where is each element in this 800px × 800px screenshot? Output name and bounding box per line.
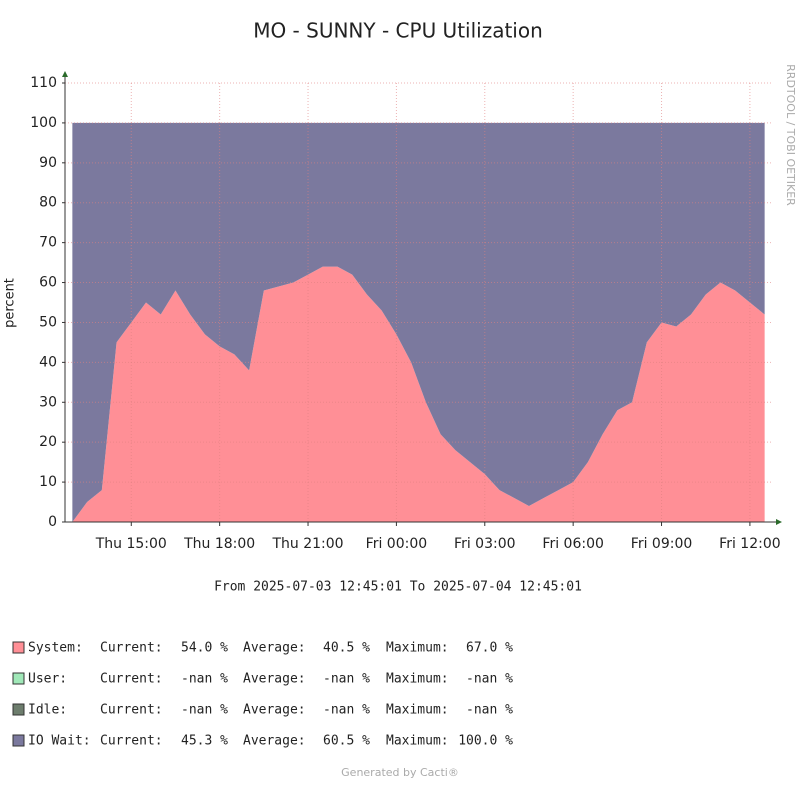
stat-value: 67.0 % [466,641,513,656]
legend-swatch [12,672,25,685]
stat-value: -nan % [181,672,228,687]
chart-title: MO - SUNNY - CPU Utilization [253,19,543,43]
x-tick-label: Thu 18:00 [183,536,255,552]
y-tick-label: 50 [39,314,57,330]
y-tick-label: 100 [30,115,57,131]
stat-label: Current: [100,641,163,656]
side-text: RRDTOOL / TOBI OETIKER [784,64,797,206]
stat-label: Average: [243,703,306,718]
y-tick-label: 30 [39,394,57,410]
stat-label: Maximum: [386,641,449,656]
stat-value: 45.3 % [181,734,228,749]
legend-label: Idle: [28,703,67,718]
stat-value: -nan % [181,703,228,718]
stat-value: 54.0 % [181,641,228,656]
legend-label: System: [28,641,83,656]
stat-label: Maximum: [386,672,449,687]
stat-label: Average: [243,734,306,749]
axis-arrow [776,519,782,525]
stat-label: Maximum: [386,734,449,749]
x-tick-label: Thu 21:00 [271,536,343,552]
legend-swatch [12,641,25,654]
legend-swatch [12,734,25,747]
x-tick-label: Thu 15:00 [95,536,167,552]
x-tick-label: Fri 09:00 [631,536,692,552]
y-tick-label: 90 [39,155,57,171]
stat-label: Maximum: [386,703,449,718]
stat-label: Average: [243,641,306,656]
stat-value: -nan % [466,703,513,718]
y-tick-label: 60 [39,275,57,291]
stat-value: -nan % [323,703,370,718]
legend-label: User: [28,672,67,687]
y-tick-label: 110 [30,75,57,91]
legend-swatch [12,703,25,716]
y-tick-label: 10 [39,474,57,490]
stat-value: 40.5 % [323,641,370,656]
stat-value: -nan % [323,672,370,687]
x-tick-label: Fri 03:00 [454,536,515,552]
stat-value: 60.5 % [323,734,370,749]
stat-label: Current: [100,734,163,749]
stat-label: Current: [100,672,163,687]
area [72,122,765,522]
stat-label: Current: [100,703,163,718]
x-tick-label: Fri 12:00 [719,536,780,552]
range-text: From 2025-07-03 12:45:01 To 2025-07-04 1… [214,580,582,595]
legend-label: IO Wait: [28,734,91,749]
y-tick-label: 0 [48,514,57,530]
stat-label: Average: [243,672,306,687]
axis-arrow [62,71,68,77]
y-tick-label: 80 [39,195,57,211]
y-axis-label: percent [3,278,18,328]
footer: Generated by Cacti® [341,766,459,779]
y-tick-label: 20 [39,434,57,450]
x-tick-label: Fri 00:00 [366,536,427,552]
area [72,266,765,522]
y-tick-label: 70 [39,235,57,251]
stat-value: 100.0 % [458,734,513,749]
stat-value: -nan % [466,672,513,687]
y-tick-label: 40 [39,354,57,370]
x-tick-label: Fri 06:00 [542,536,603,552]
